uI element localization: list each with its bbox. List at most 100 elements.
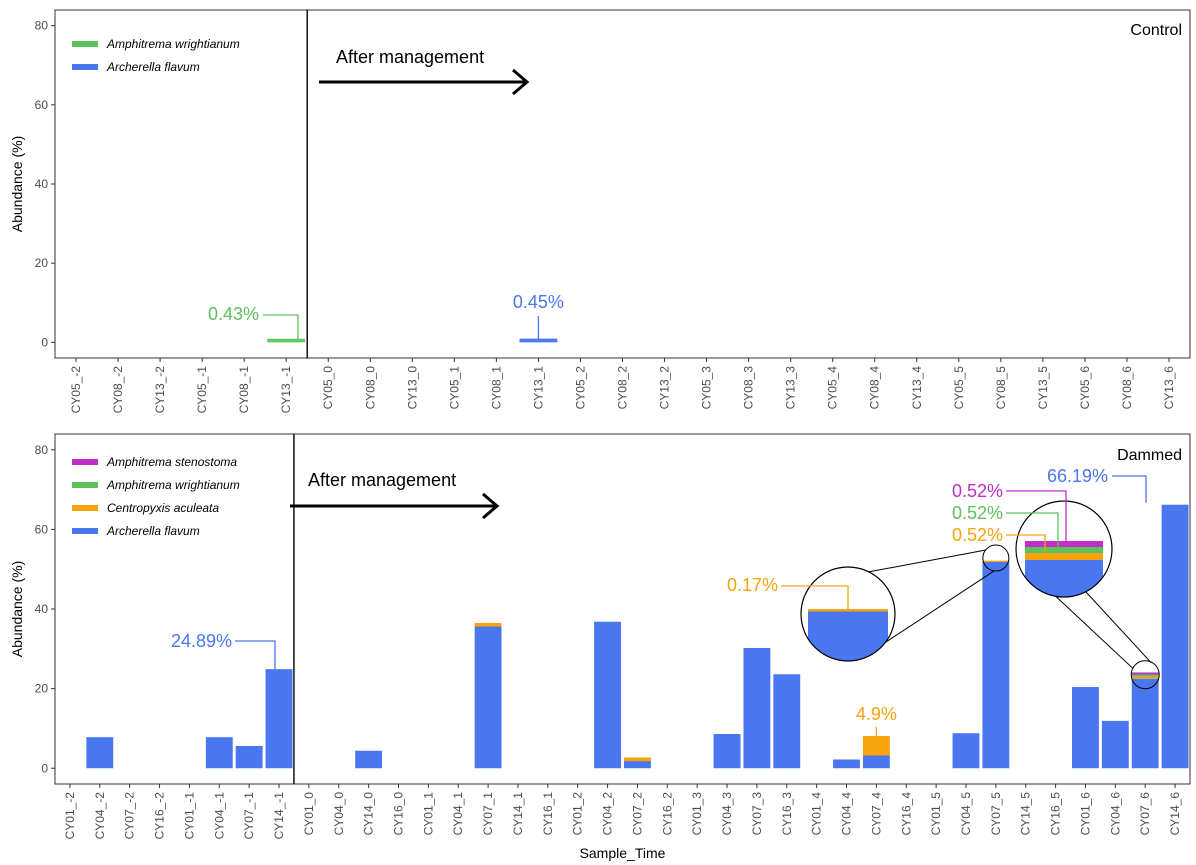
- x-tick-label: CY04_2: [601, 792, 615, 836]
- y-tick-label: 80: [35, 443, 49, 457]
- annotation: 0.17%: [727, 575, 849, 609]
- bar-centropyxis-aculeata-cy07-5: [982, 560, 1010, 563]
- bar-archerella-flavum-cy04-6: [1101, 720, 1129, 769]
- zoom-inset: [800, 544, 1010, 662]
- x-tick-label: CY05_5: [952, 366, 966, 410]
- annotation-label: 66.19%: [1047, 466, 1108, 486]
- bar-centropyxis-aculeata-cy07-6: [1131, 676, 1159, 679]
- bar-centropyxis-aculeata-cy07-1: [474, 622, 502, 627]
- x-tick-label: CY07_1: [481, 792, 495, 836]
- x-tick-label: CY07_2: [630, 792, 644, 836]
- bar-amphitrema-wrightianum-cy07-6: [1131, 674, 1159, 677]
- annotation-label: 0.17%: [727, 575, 778, 595]
- y-tick-label: 40: [35, 602, 49, 616]
- x-tick-label: CY14_5: [1019, 792, 1033, 836]
- x-tick-label: CY01_6: [1078, 792, 1092, 836]
- x-tick-label: CY14_-1: [272, 792, 286, 840]
- x-tick-label: CY01_-2: [63, 792, 77, 840]
- x-tick-label: CY04_6: [1108, 792, 1122, 836]
- x-tick-label: CY08_6: [1120, 366, 1134, 410]
- annotation-leader: [1112, 475, 1147, 503]
- x-tick-label: CY16_1: [541, 792, 555, 836]
- y-axis: 0 20 40 60 80 Abundance (%): [9, 19, 55, 349]
- annotation-label: 0.52%: [952, 525, 1003, 545]
- x-tick-label: CY13_0: [405, 366, 419, 410]
- x-tick-label: CY04_-2: [93, 792, 107, 840]
- zoom-ring: [800, 566, 896, 662]
- y-tick-label: 20: [35, 256, 49, 270]
- panel-dammed: After management 0 20 40 60 80 Abundance (%) CY…: [9, 433, 1191, 861]
- x-tick-label: CY13_6: [1162, 366, 1176, 410]
- bar-amphitrema-stenostoma-cy07-6: [1131, 672, 1159, 675]
- annotation: 0.52%: [952, 525, 1046, 556]
- x-tick-label: CY01_4: [810, 792, 824, 836]
- annotation: 0.52%: [952, 503, 1059, 549]
- x-tick-label: CY07_5: [989, 792, 1003, 836]
- x-tick-label: CY13_-1: [279, 366, 293, 414]
- annotation-leader: [263, 314, 299, 340]
- x-tick-label: CY14_1: [511, 792, 525, 836]
- legend: Amphitrema wrightianum Archerella flavum: [72, 37, 240, 74]
- x-tick-label: CY08_4: [868, 366, 882, 410]
- annotation-leader: [781, 585, 849, 609]
- bar-archerella-flavum-cy16-3: [773, 674, 801, 769]
- annotation-leader: [1006, 490, 1067, 542]
- x-tick-label: CY16_4: [899, 792, 913, 836]
- x-tick-label: CY04_3: [720, 792, 734, 836]
- legend-entry: Amphitrema wrightianum: [106, 478, 240, 492]
- management-arrow-head: [482, 492, 500, 520]
- bar-archerella-flavum-cy04-5: [952, 733, 980, 769]
- annotation-leader: [235, 640, 276, 670]
- annotation-label: 0.52%: [952, 481, 1003, 501]
- zoom-bar-stenostoma: [1025, 541, 1103, 547]
- x-tick-label: CY04_-1: [212, 792, 226, 840]
- annotation: 0.43%: [208, 304, 306, 341]
- y-tick-label: 0: [41, 335, 48, 349]
- x-axis: CY05_-2 CY08_-2 CY13_-2 CY05_-1 CY08_-1 CY13_…: [69, 358, 1176, 413]
- annotation: 66.19%: [1047, 466, 1147, 503]
- annotation: 0.45%: [513, 292, 564, 341]
- zoom-connector: [1085, 591, 1152, 664]
- y-tick-label: 40: [35, 177, 49, 191]
- x-tick-label: CY04_5: [959, 792, 973, 836]
- x-tick-label: CY07_-1: [242, 792, 256, 840]
- x-tick-label: CY04_1: [451, 792, 465, 836]
- annotation-label: 4.9%: [856, 704, 897, 724]
- legend-entry: Archerella flavum: [106, 60, 200, 74]
- bar-archerella-flavum-cy07-4: [862, 755, 890, 769]
- management-arrow-head: [512, 68, 530, 96]
- annotation: 24.89%: [171, 631, 276, 670]
- y-tick-label: 0: [41, 761, 48, 775]
- annotation-label: 24.89%: [171, 631, 232, 651]
- legend-swatch: [72, 482, 98, 488]
- x-tick-label: CY13_-2: [153, 366, 167, 414]
- x-tick-label: CY07_3: [750, 792, 764, 836]
- bars: [267, 340, 558, 343]
- panel-label: Control: [1130, 22, 1182, 39]
- zoom-bar-aculeata: [1025, 553, 1103, 560]
- annotation-label: 0.52%: [952, 503, 1003, 523]
- x-tick-label: CY13_4: [910, 366, 924, 410]
- zoom-ring: [1015, 500, 1113, 598]
- y-tick-label: 60: [35, 522, 49, 536]
- zoom-connector: [885, 570, 995, 643]
- bar-archerella-flavum-cy01-6: [1072, 687, 1099, 769]
- x-tick-label: CY05_-2: [69, 366, 83, 414]
- zoom-connector: [867, 549, 986, 573]
- zoom-bar-flavum: [808, 611, 888, 661]
- zoom-bar-flavum: [1025, 560, 1103, 597]
- x-tick-label: CY05_3: [700, 366, 714, 410]
- panel-control: After management 0 20 40 60 80 Abundance (%) CY…: [9, 9, 1191, 413]
- x-tick-label: CY01_5: [929, 792, 943, 836]
- annotation-leader: [1006, 534, 1046, 556]
- x-tick-label: CY05_1: [447, 366, 461, 410]
- annotation: 0.52%: [952, 481, 1067, 542]
- management-label: After management: [308, 470, 456, 490]
- x-tick-label: CY01_3: [690, 792, 704, 836]
- x-tick-label: CY01_-1: [182, 792, 196, 840]
- y-tick-label: 20: [35, 682, 49, 696]
- zoom-bar-wrightianum: [1025, 547, 1103, 553]
- bar-archerella-flavum-cy04-2: [594, 621, 622, 769]
- annotation: 4.9%: [856, 704, 897, 747]
- x-tick-label: CY08_0: [363, 366, 377, 410]
